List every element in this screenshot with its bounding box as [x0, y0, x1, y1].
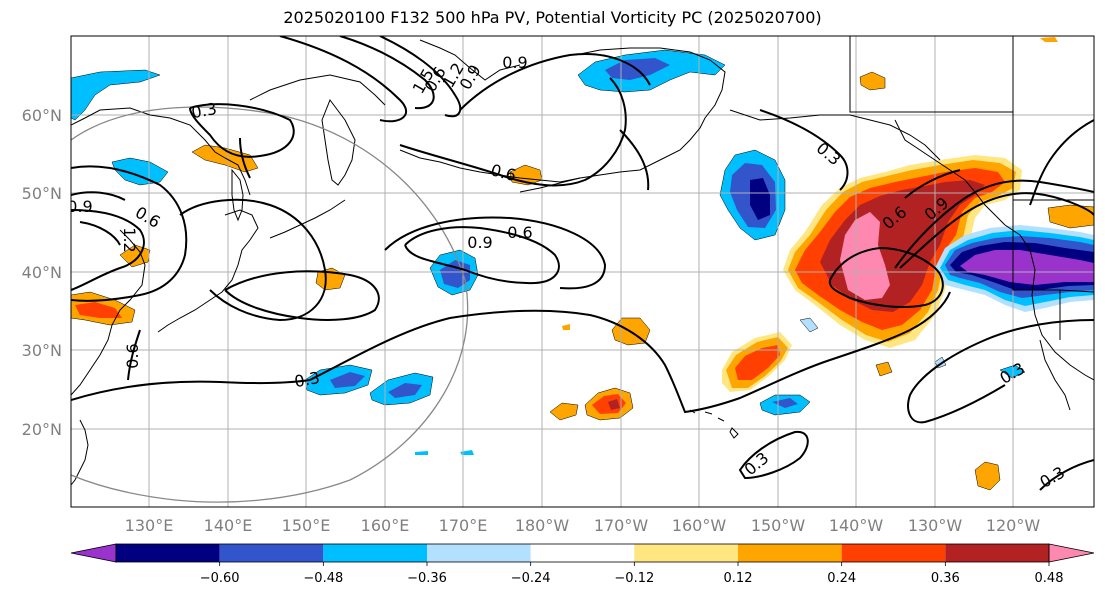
longitude-label: 150°W [751, 516, 806, 535]
pv-negative-patch [330, 372, 365, 388]
contour-label: 1.2 [120, 227, 139, 252]
pv-negative-patch [960, 250, 1094, 285]
longitude-label: 160°W [672, 516, 727, 535]
pv-positive-patch [735, 345, 780, 380]
pv-negative-patch [71, 69, 161, 121]
colorbar-segment [841, 544, 946, 562]
range-circle [71, 106, 469, 503]
map-frame [70, 35, 1095, 508]
pv-negative-patch [111, 157, 169, 186]
pv-positive-patch [562, 324, 570, 330]
colorbar-tick-label: −0.24 [511, 571, 551, 586]
pv-positive-patch [75, 302, 122, 318]
colorbar-segment [323, 544, 427, 562]
colorbar-tick-label: 0.24 [827, 571, 856, 586]
longitude-label: 150°E [282, 516, 331, 535]
longitude-label: 130°W [908, 516, 963, 535]
latitude-label: 40°N [22, 263, 62, 282]
contour-label: 0.6 [507, 223, 532, 242]
longitude-labels: 130°E 140°E 150°E 160°E 170°E 180°W 170°W 160°W… [125, 516, 1041, 535]
colorbar-extend-max [1048, 543, 1095, 563]
longitude-label: 180°W [515, 516, 570, 535]
pv-negative-patch [799, 317, 819, 333]
pv-negative-patch [750, 178, 770, 220]
colorbar-segment [634, 544, 738, 562]
pv-positive-patch [608, 399, 620, 410]
colorbar-outline [115, 543, 1050, 563]
colorbar-segment [738, 544, 842, 562]
colorbar-tick-label: 0.12 [724, 571, 753, 586]
contour-label: 0.3 [190, 99, 218, 122]
pv-positive-patch [840, 212, 890, 300]
longitude-label: 130°E [125, 516, 174, 535]
longitude-label: 140°W [829, 516, 884, 535]
colorbar-tick-label: 0.48 [1035, 571, 1064, 586]
longitude-label: 120°W [986, 516, 1041, 535]
pv-negative-patch [772, 398, 798, 408]
contour-label: 0.9 [67, 197, 92, 216]
contour-label: 0.6 [123, 343, 142, 368]
coastlines [71, 39, 1094, 486]
colorbar-tick-label: −0.60 [200, 571, 240, 586]
contour-label: 0.9 [467, 233, 492, 252]
pv-contours [71, 36, 1094, 491]
map-title: 2025020100 F132 500 hPa PV, Potential Vo… [283, 8, 822, 27]
longitude-label: 170°E [439, 516, 488, 535]
colorbar-segment [530, 544, 635, 562]
colorbar: −0.60 −0.48 −0.36 −0.24 −0.12 0.12 0.24 0.36 0.4… [70, 543, 1095, 586]
colorbar-tick-label: −0.12 [614, 571, 654, 586]
longitude-label: 160°E [361, 516, 410, 535]
longitude-label: 170°W [594, 516, 649, 535]
pv-negative-patch [415, 451, 428, 455]
map-gridlines [71, 36, 1094, 507]
colorbar-extend-min [70, 543, 117, 563]
pv-positive-patch [549, 402, 579, 421]
latitude-label: 30°N [22, 341, 62, 360]
latitude-labels: 60°N 50°N 40°N 30°N 20°N [22, 106, 62, 439]
pv-positive-patch [974, 461, 1001, 491]
contour-label: 0.9 [502, 53, 527, 72]
latitude-label: 20°N [22, 420, 62, 439]
pv-positive-patch [875, 361, 893, 377]
longitude-label: 140°E [204, 516, 253, 535]
colorbar-tick-label: −0.36 [407, 571, 447, 586]
colorbar-segment [219, 544, 324, 562]
colorbar-segment [116, 544, 220, 562]
colorbar-tick-label: −0.48 [303, 571, 343, 586]
latitude-label: 50°N [22, 184, 62, 203]
pv-negative-patch [388, 383, 422, 398]
colorbar-tick-label: 0.36 [931, 571, 960, 586]
latitude-label: 60°N [22, 106, 62, 125]
colorbar-segment [427, 544, 531, 562]
pv-positive-patch [1047, 204, 1094, 229]
pv-positive-patch [1040, 37, 1058, 42]
contour-label: 0.3 [293, 368, 321, 391]
political-boundaries [849, 36, 1094, 340]
colorbar-segment [945, 544, 1049, 562]
map-content: 0.30.6 0.91.21.50.90.60.60.90.30.6 0.90.30… [67, 36, 1094, 507]
pv-positive-patch [859, 71, 886, 91]
